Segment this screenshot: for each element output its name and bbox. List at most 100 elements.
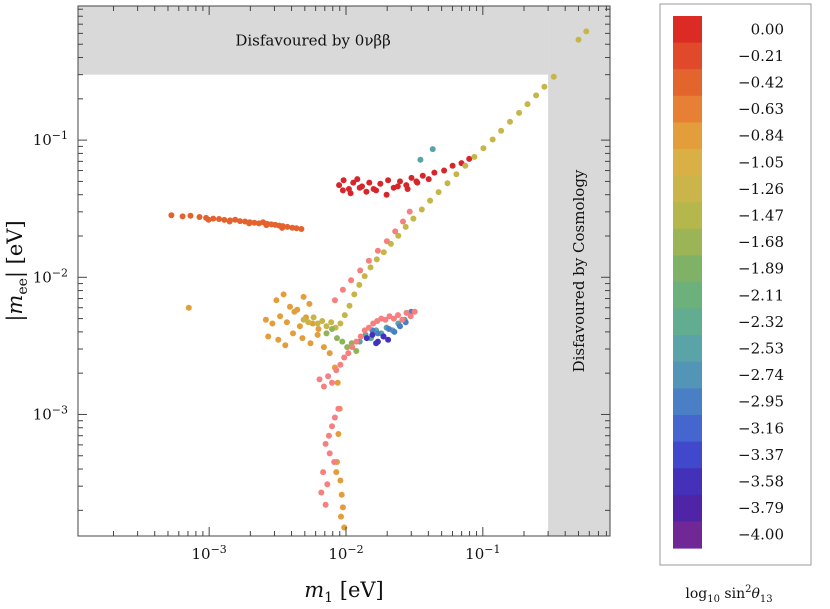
- data-point: [325, 373, 332, 380]
- data-point: [385, 336, 392, 343]
- region-cosmology: [548, 6, 610, 536]
- data-point: [550, 73, 557, 80]
- colorbar-label: −1.89: [738, 260, 784, 278]
- data-point: [425, 176, 432, 183]
- data-point: [397, 178, 403, 185]
- colorbar-label: −1.47: [738, 207, 784, 225]
- y-tick-label: 10−1: [33, 129, 68, 149]
- data-point: [369, 331, 376, 338]
- data-point: [331, 414, 338, 421]
- data-point: [391, 328, 398, 335]
- data-point: [344, 344, 351, 351]
- y-tick-label: 10−3: [33, 403, 68, 423]
- colorbar-swatch: [673, 308, 702, 336]
- axis-ticks: 10−3 10−2 10−110−310−210−1: [33, 6, 610, 563]
- data-point: [402, 223, 409, 230]
- data-point: [326, 450, 333, 457]
- y-axis-label: |mee| [eV]: [3, 220, 31, 321]
- x-axis-label: m1 [eV]: [304, 578, 384, 606]
- colorbar-label: −0.63: [738, 100, 784, 118]
- x-tick-exponent: −2: [347, 543, 363, 556]
- data-point: [196, 214, 203, 220]
- data-point: [471, 153, 478, 160]
- data-point: [322, 501, 329, 508]
- x-tick-base: 10: [192, 545, 211, 563]
- data-point: [386, 313, 393, 320]
- plot-frame: [77, 5, 611, 537]
- y-tick-base: 10: [33, 131, 52, 149]
- colorbar-frame: [659, 3, 812, 566]
- data-point: [306, 300, 313, 307]
- colorbar-title-sub2: 13: [760, 594, 773, 605]
- data-point: [237, 218, 243, 225]
- y-tick-label: 10−2: [33, 266, 68, 286]
- data-point: [383, 191, 390, 198]
- data-point: [216, 216, 222, 222]
- data-point: [185, 304, 192, 311]
- disfavoured-regions: [78, 6, 610, 536]
- colorbar-swatch: [673, 69, 702, 97]
- data-point: [373, 187, 380, 194]
- data-point: [290, 330, 296, 337]
- data-point: [320, 344, 327, 351]
- data-point: [374, 330, 381, 337]
- colorbar-swatch: [673, 388, 702, 416]
- colorbar-label: −3.58: [738, 473, 784, 491]
- colorbar-label: −3.16: [738, 419, 784, 437]
- data-point: [453, 171, 460, 178]
- data-point: [305, 319, 312, 326]
- data-point: [373, 256, 380, 263]
- data-point: [315, 326, 322, 332]
- data-point: [383, 238, 390, 245]
- colorbar-title: log10 sin2θ13: [685, 584, 772, 605]
- data-point: [337, 320, 344, 327]
- data-point: [583, 28, 590, 35]
- data-point: [337, 361, 344, 368]
- region-onubb: [78, 6, 549, 75]
- colorbar-title-sup: 2: [745, 584, 751, 595]
- colorbar-swatch: [673, 441, 702, 469]
- x-tick-base: 10: [465, 545, 484, 563]
- colorbar-label: −0.42: [738, 74, 784, 92]
- data-point: [316, 376, 323, 383]
- x-tick-label: 10−2: [328, 543, 363, 563]
- data-point: [356, 184, 363, 191]
- axis-labels: m1 [eV] |mee| [eV]: [3, 220, 384, 606]
- data-point: [410, 215, 417, 222]
- data-point: [179, 213, 186, 220]
- data-point: [417, 156, 424, 163]
- data-point: [382, 316, 389, 323]
- data-point: [507, 118, 513, 125]
- colorbar-label: −2.53: [738, 340, 784, 358]
- data-point: [365, 324, 372, 331]
- data-point: [380, 333, 387, 340]
- data-point: [353, 348, 360, 354]
- data-point: [232, 216, 239, 223]
- data-point: [221, 216, 228, 223]
- colorbar-swatch: [673, 415, 702, 443]
- data-point: [516, 109, 523, 116]
- data-point: [296, 323, 303, 330]
- data-point: [329, 379, 335, 386]
- y-tick-exponent: −2: [52, 266, 68, 279]
- data-point: [413, 178, 420, 185]
- data-point: [354, 176, 361, 183]
- data-point: [444, 180, 451, 187]
- data-point: [314, 331, 321, 338]
- data-point: [399, 316, 406, 323]
- data-point: [339, 187, 346, 194]
- data-point: [385, 326, 392, 332]
- colorbar-label: −3.37: [738, 446, 784, 464]
- data-point: [226, 218, 233, 225]
- data-point: [367, 264, 374, 271]
- data-point: [441, 167, 448, 174]
- data-point: [365, 257, 372, 264]
- data-point: [300, 316, 307, 323]
- data-point: [449, 162, 456, 169]
- data-point: [427, 197, 434, 204]
- data-point: [275, 336, 282, 343]
- colorbar-swatch: [673, 95, 702, 123]
- data-point: [251, 219, 258, 226]
- data-point: [280, 291, 287, 298]
